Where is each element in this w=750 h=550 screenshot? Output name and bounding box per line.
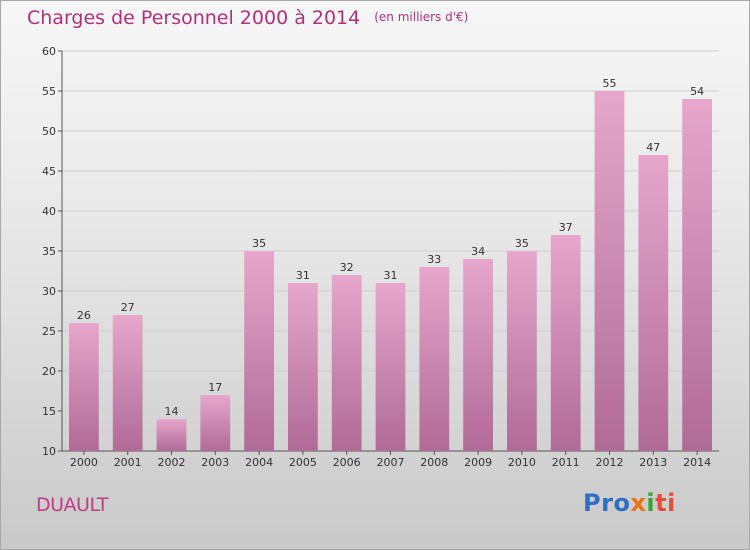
- y-tick-label: 15: [42, 405, 56, 418]
- data-label: 32: [340, 261, 354, 274]
- x-tick-label: 2001: [114, 456, 142, 469]
- bar: [419, 267, 450, 451]
- bar: [594, 91, 625, 451]
- y-tick-label: 50: [42, 125, 56, 138]
- y-tick-label: 25: [42, 325, 56, 338]
- x-tick-label: 2009: [464, 456, 492, 469]
- chart-subtitle: (en milliers d'€): [374, 10, 469, 24]
- x-tick-label: 2007: [377, 456, 405, 469]
- y-tick-label: 40: [42, 205, 56, 218]
- bar: [69, 323, 99, 451]
- bar: [244, 251, 274, 451]
- data-label: 55: [603, 77, 617, 90]
- logo-letter: i: [646, 489, 656, 517]
- x-tick-label: 2012: [596, 456, 624, 469]
- bar: [200, 395, 231, 451]
- bar: [463, 259, 493, 451]
- bar: [550, 235, 581, 451]
- x-tick-label: 2013: [639, 456, 667, 469]
- y-tick-label: 45: [42, 165, 56, 178]
- data-label: 31: [384, 269, 398, 282]
- bar: [156, 419, 187, 451]
- x-tick-label: 2010: [508, 456, 536, 469]
- y-tick-label: 20: [42, 365, 56, 378]
- x-tick-label: 2014: [683, 456, 711, 469]
- data-label: 35: [252, 237, 266, 250]
- data-label: 37: [559, 221, 573, 234]
- x-tick-label: 2005: [289, 456, 317, 469]
- data-label: 35: [515, 237, 529, 250]
- logo-letter: i: [667, 489, 676, 517]
- y-tick-label: 60: [42, 45, 56, 58]
- logo-letter: t: [655, 489, 668, 517]
- x-tick-label: 2011: [552, 456, 580, 469]
- y-tick-label: 55: [42, 85, 56, 98]
- x-tick-label: 2004: [245, 456, 273, 469]
- chart-title: Charges de Personnel 2000 à 2014: [27, 7, 361, 29]
- data-label: 54: [690, 85, 704, 98]
- bar: [331, 275, 362, 451]
- data-label: 14: [165, 405, 179, 418]
- y-tick-label: 35: [42, 245, 56, 258]
- bar: [638, 155, 669, 451]
- logo-letter: P: [583, 489, 602, 517]
- x-tick-label: 2008: [420, 456, 448, 469]
- bar: [112, 315, 143, 451]
- bar: [288, 283, 318, 451]
- y-tick-label: 30: [42, 285, 56, 298]
- data-label: 26: [77, 309, 91, 322]
- x-tick-label: 2003: [201, 456, 229, 469]
- proxiti-logo[interactable]: Proxiti: [583, 489, 676, 517]
- data-label: 31: [296, 269, 310, 282]
- x-tick-label: 2002: [158, 456, 186, 469]
- title-row: Charges de Personnel 2000 à 2014 (en mill…: [27, 7, 468, 29]
- data-label: 17: [208, 381, 222, 394]
- commune-name: DUAULT: [36, 494, 109, 516]
- y-tick-label: 10: [42, 445, 56, 458]
- data-label: 47: [646, 141, 660, 154]
- data-label: 33: [427, 253, 441, 266]
- logo-letter: o: [613, 489, 631, 517]
- bar: [682, 99, 712, 451]
- x-tick-label: 2006: [333, 456, 361, 469]
- data-label: 34: [471, 245, 485, 258]
- data-label: 27: [121, 301, 135, 314]
- x-tick-label: 2000: [70, 456, 98, 469]
- bar: [507, 251, 537, 451]
- bar: [375, 283, 406, 451]
- logo-letter: x: [630, 489, 647, 517]
- logo-letter: r: [601, 489, 614, 517]
